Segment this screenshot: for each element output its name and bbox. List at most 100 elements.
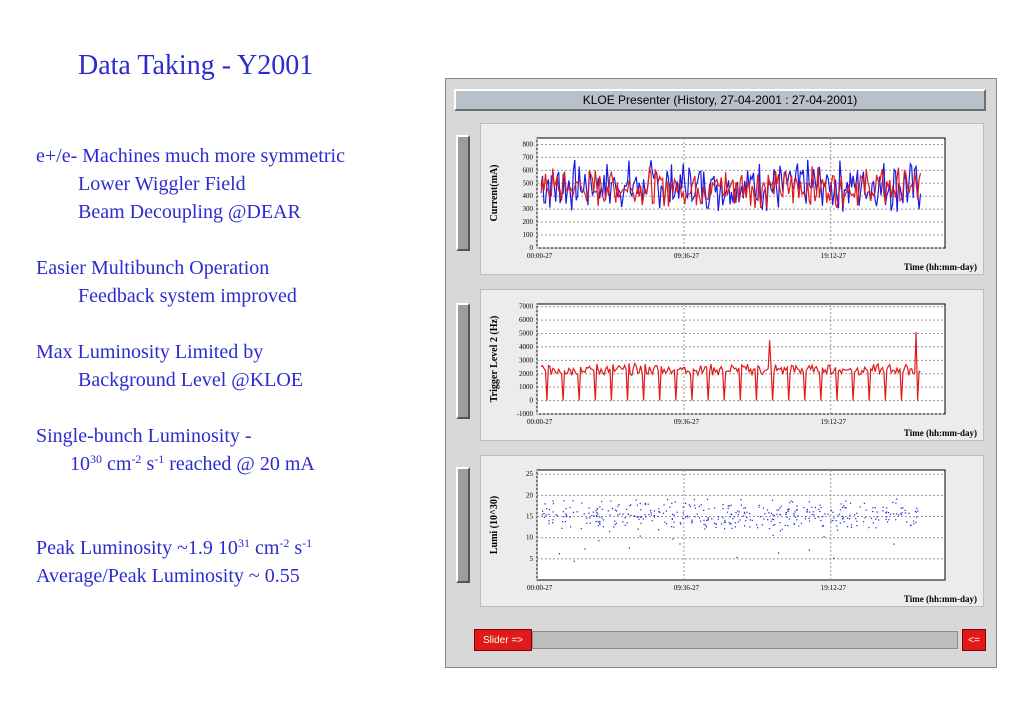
data-point bbox=[645, 516, 647, 518]
y-tick-label: 10 bbox=[526, 534, 534, 542]
data-point bbox=[772, 519, 775, 521]
data-point bbox=[786, 516, 788, 518]
data-point bbox=[644, 514, 646, 516]
data-point bbox=[672, 538, 674, 540]
data-point bbox=[908, 512, 910, 514]
series-line bbox=[540, 332, 921, 401]
data-point bbox=[596, 508, 598, 510]
data-point bbox=[840, 503, 842, 505]
data-point bbox=[614, 523, 616, 526]
data-point bbox=[650, 514, 653, 516]
data-point bbox=[836, 525, 838, 527]
data-point bbox=[796, 509, 798, 511]
slider-button[interactable]: Slider => bbox=[474, 629, 532, 651]
panel-selector-trigger[interactable] bbox=[456, 303, 470, 419]
data-point bbox=[694, 507, 696, 509]
y-tick-label: 300 bbox=[523, 205, 534, 213]
data-point bbox=[768, 528, 771, 530]
data-point bbox=[895, 519, 897, 521]
data-point bbox=[744, 507, 747, 509]
data-point bbox=[642, 518, 644, 520]
data-point bbox=[680, 523, 682, 525]
data-point bbox=[545, 514, 547, 516]
data-point bbox=[556, 515, 558, 517]
data-point bbox=[671, 518, 673, 520]
data-point bbox=[730, 513, 732, 515]
y-axis-label: Lumi (10^30) bbox=[489, 496, 500, 554]
data-point bbox=[650, 512, 652, 514]
bullet-feedback: Feedback system improved bbox=[78, 285, 297, 307]
data-point bbox=[673, 521, 675, 523]
bullet-avg-peak: Average/Peak Luminosity ~ 0.55 bbox=[36, 565, 300, 587]
data-point bbox=[806, 510, 808, 512]
data-point bbox=[822, 515, 824, 518]
data-point bbox=[599, 516, 601, 518]
data-point bbox=[665, 510, 667, 512]
data-point bbox=[703, 523, 705, 525]
x-tick-label: 19:12-27 bbox=[821, 418, 847, 426]
y-axis-label: Current(mA) bbox=[489, 164, 500, 221]
data-point bbox=[778, 552, 780, 554]
x-axis-label: Time (hh:mm-day) bbox=[904, 594, 977, 604]
bullet-peak-lumi: Peak Luminosity ~1.9 1031 cm-2 s-1 bbox=[36, 536, 313, 559]
data-point bbox=[758, 504, 760, 506]
data-point bbox=[876, 516, 878, 518]
data-point bbox=[639, 516, 641, 518]
data-point bbox=[724, 521, 727, 523]
data-point bbox=[664, 521, 666, 523]
data-point bbox=[669, 506, 671, 508]
bullet-max-lumi: Max Luminosity Limited by bbox=[36, 341, 264, 363]
data-point bbox=[686, 515, 688, 517]
data-point bbox=[739, 519, 741, 521]
data-point bbox=[543, 513, 545, 515]
y-tick-label: 20 bbox=[526, 491, 534, 499]
data-point bbox=[610, 500, 612, 502]
data-point bbox=[586, 517, 588, 519]
data-point bbox=[859, 506, 861, 508]
slider-end-button[interactable]: <= bbox=[962, 629, 986, 651]
panel-selector-current[interactable] bbox=[456, 135, 470, 251]
data-point bbox=[847, 526, 849, 528]
data-point bbox=[734, 522, 737, 524]
data-point bbox=[865, 509, 867, 511]
data-point bbox=[546, 508, 548, 510]
data-point bbox=[844, 507, 846, 509]
data-point bbox=[882, 506, 884, 508]
x-tick-label: 19:12-27 bbox=[821, 252, 847, 260]
data-point bbox=[586, 522, 588, 524]
time-slider-track[interactable] bbox=[532, 631, 958, 649]
data-point bbox=[776, 513, 778, 515]
data-point bbox=[738, 511, 740, 513]
data-point bbox=[601, 500, 603, 503]
panel-selector-lumi[interactable] bbox=[456, 467, 470, 583]
data-point bbox=[595, 510, 597, 512]
data-point bbox=[904, 509, 906, 511]
data-point bbox=[630, 504, 632, 506]
data-point bbox=[715, 526, 717, 528]
data-point bbox=[611, 508, 614, 510]
data-point bbox=[872, 507, 874, 509]
kloe-presenter-window: KLOE Presenter (History, 27-04-2001 : 27… bbox=[445, 78, 997, 668]
trigger-chart-panel: 00:00-27 09:36-27 19:12-27 -1000 0 1000 2000 30… bbox=[480, 289, 984, 441]
data-point bbox=[706, 519, 708, 521]
data-point bbox=[717, 518, 719, 520]
data-point bbox=[849, 514, 851, 516]
data-point bbox=[870, 517, 872, 519]
data-point bbox=[658, 511, 660, 513]
data-point bbox=[564, 520, 567, 523]
data-point bbox=[886, 511, 888, 513]
data-point bbox=[770, 512, 772, 514]
data-point bbox=[886, 507, 888, 509]
plot-frame bbox=[536, 469, 946, 581]
data-point bbox=[789, 502, 791, 504]
data-point bbox=[737, 521, 740, 523]
data-point bbox=[593, 515, 595, 517]
data-point bbox=[722, 517, 724, 519]
current-chart-panel: 00:00-27 09:36-27 19:12-27 0 100 200 300 400 500… bbox=[480, 123, 984, 275]
data-point bbox=[722, 507, 724, 510]
data-point bbox=[837, 515, 839, 517]
data-point bbox=[630, 514, 632, 516]
data-point bbox=[569, 516, 571, 518]
data-point bbox=[640, 509, 642, 511]
data-point bbox=[771, 518, 774, 520]
